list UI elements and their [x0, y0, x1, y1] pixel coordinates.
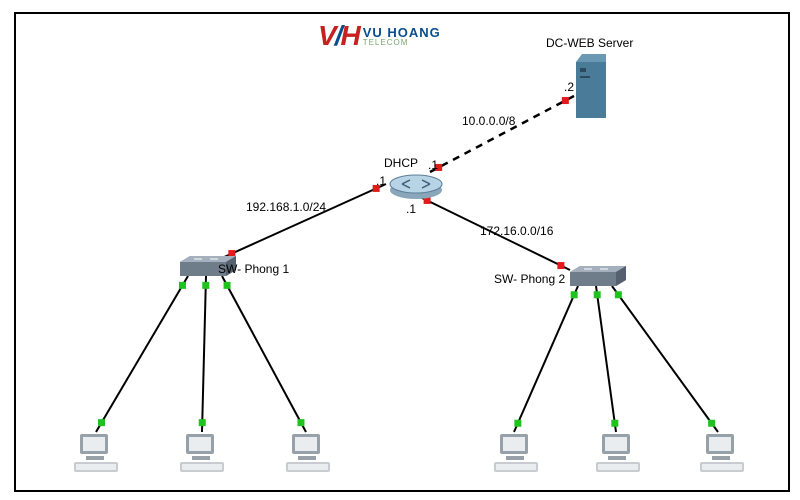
subnet-label: 172.16.0.0/16 — [480, 224, 553, 238]
links-layer — [16, 14, 788, 490]
pc-icon — [180, 434, 224, 474]
interface-label: .1 — [406, 202, 416, 216]
diagram-frame: V/H VU HOANG TELECOM — [14, 12, 790, 492]
pc-icon — [596, 434, 640, 474]
subnet-label: 192.168.1.0/24 — [246, 200, 326, 214]
router-label: DHCP — [384, 156, 418, 170]
pc-icon — [286, 434, 330, 474]
server-label: DC-WEB Server — [546, 36, 633, 50]
server-icon — [576, 54, 606, 118]
interface-label: .2 — [564, 80, 574, 94]
router-icon — [388, 172, 444, 200]
interface-label: .1 — [376, 174, 386, 188]
switch-icon — [570, 266, 626, 286]
subnet-label: 10.0.0.0/8 — [462, 114, 515, 128]
switch2-label: SW- Phong 2 — [494, 272, 565, 286]
pc-icon — [74, 434, 118, 474]
pc-icon — [494, 434, 538, 474]
interface-label: .1 — [428, 158, 438, 172]
pc-icon — [700, 434, 744, 474]
switch1-label: SW- Phong 1 — [218, 262, 289, 276]
